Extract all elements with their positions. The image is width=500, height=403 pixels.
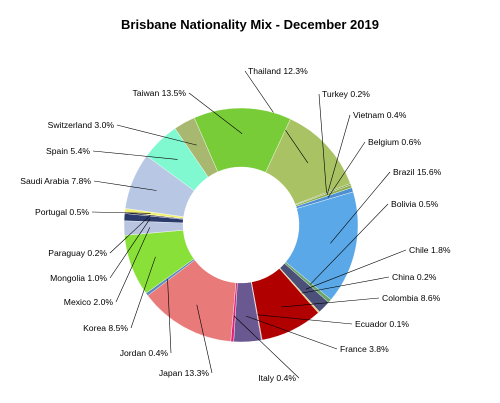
label-saudi-arabia: Saudi Arabia 7.8% xyxy=(20,176,91,186)
label-jordan: Jordan 0.4% xyxy=(120,348,169,358)
label-thailand: Thailand 12.3% xyxy=(248,66,308,76)
label-mongolia: Mongolia 1.0% xyxy=(50,273,107,283)
label-brazil: Brazil 15.6% xyxy=(393,167,442,177)
label-france: France 3.8% xyxy=(340,344,389,354)
label-italy: Italy 0.4% xyxy=(258,373,296,383)
label-korea: Korea 8.5% xyxy=(83,323,128,333)
label-spain: Spain 5.4% xyxy=(46,146,90,156)
label-chile: Chile 1.8% xyxy=(409,245,451,255)
label-vietnam: Vietnam 0.4% xyxy=(353,110,407,120)
label-mexico: Mexico 2.0% xyxy=(64,297,114,307)
label-colombia: Colombia 8.6% xyxy=(382,293,441,303)
label-turkey: Turkey 0.2% xyxy=(322,89,370,99)
label-paraguay: Paraguay 0.2% xyxy=(48,248,107,258)
label-belgium: Belgium 0.6% xyxy=(368,137,421,147)
label-china: China 0.2% xyxy=(392,272,437,282)
label-switzerland: Switzerland 3.0% xyxy=(48,120,115,130)
donut-hole xyxy=(183,167,299,283)
label-taiwan: Taiwan 13.5% xyxy=(132,88,186,98)
label-japan: Japan 13.3% xyxy=(159,368,210,378)
label-ecuador: Ecuador 0.1% xyxy=(355,319,409,329)
label-bolivia: Bolivia 0.5% xyxy=(391,199,439,209)
label-portugal: Portugal 0.5% xyxy=(35,207,89,217)
